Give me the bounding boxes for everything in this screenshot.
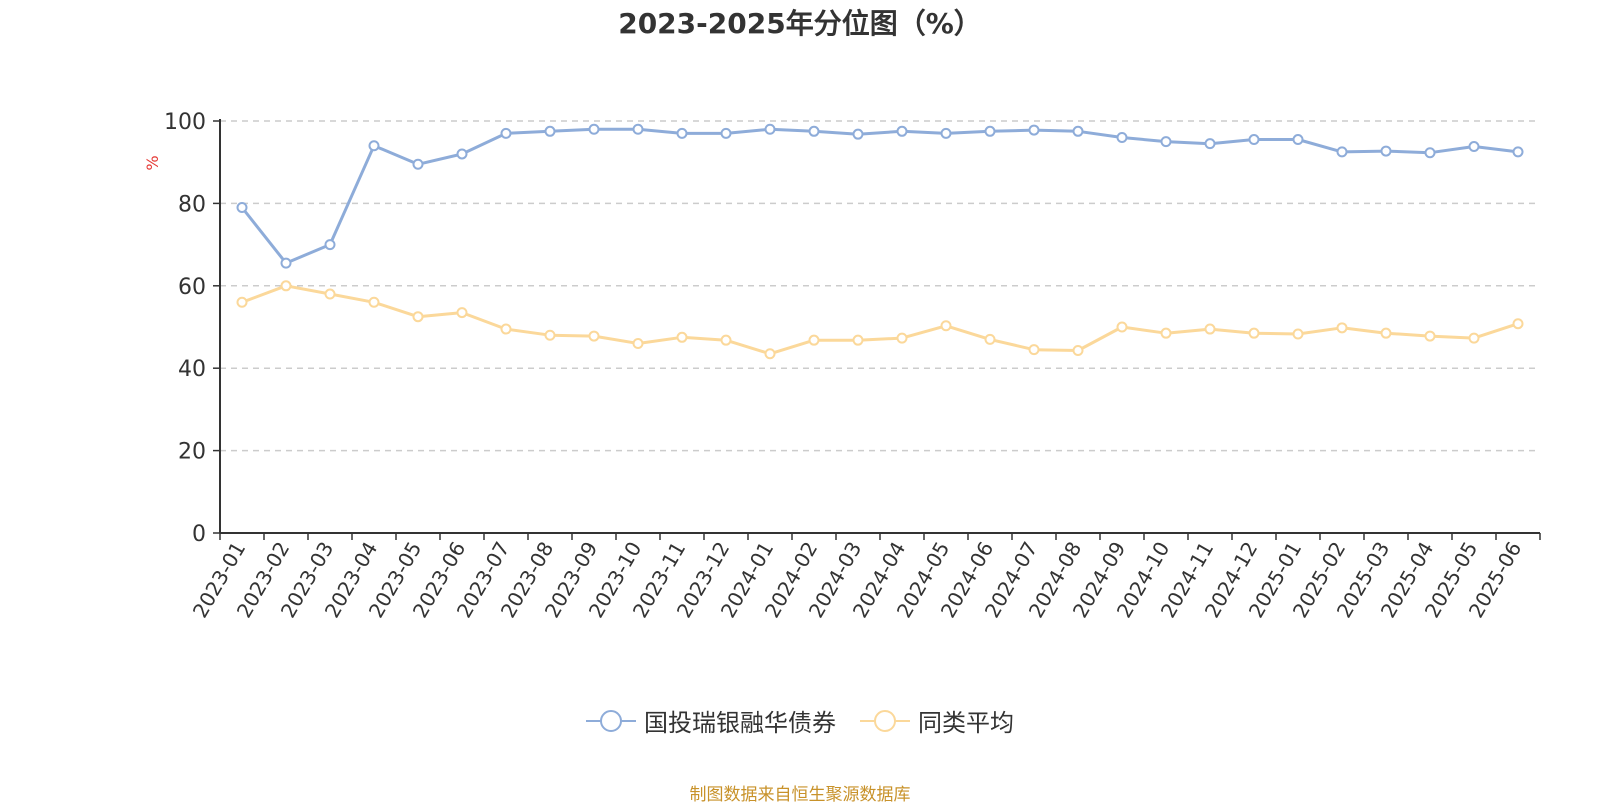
data-point-0 [236,202,248,214]
data-point-0 [676,127,688,139]
data-point-0 [720,127,732,139]
x-axis-ticks: 2023-012023-022023-032023-042023-052023-… [188,533,1541,622]
data-point-1 [852,334,864,346]
y-tick-label: 40 [178,357,206,382]
data-point-0 [1160,136,1172,148]
data-point-0 [1424,147,1436,159]
y-tick-label: 100 [164,110,206,135]
legend-line-marker-icon [860,709,910,732]
data-point-1 [456,307,468,319]
data-point-1 [1072,344,1084,356]
y-axis-ticks: 0 20 40 60 80 100 [164,110,220,547]
data-point-0 [1204,138,1216,150]
data-point-1 [1028,344,1040,356]
data-point-0 [1292,134,1304,146]
y-tick-label: 0 [192,522,206,547]
series-lines [236,123,1524,360]
data-point-1 [1512,318,1524,330]
y-tick-label: 20 [178,440,206,465]
data-point-0 [1512,146,1524,158]
data-point-0 [1248,134,1260,146]
legend-line-marker-icon [586,709,636,732]
legend-label-peer-average: 同类平均 [918,709,1014,737]
data-point-0 [368,140,380,152]
data-point-1 [632,337,644,349]
legend-item-peer-average[interactable]: 同类平均 [860,703,1014,738]
data-point-0 [1380,145,1392,157]
data-point-1 [720,334,732,346]
data-point-0 [1116,131,1128,143]
data-point-1 [984,333,996,345]
data-point-0 [1336,146,1348,158]
data-point-1 [1380,327,1392,339]
data-point-0 [984,125,996,137]
series-line-1 [241,284,1519,356]
legend: 国投瑞银融华债券 同类平均 [0,703,1600,738]
legend-label-fund: 国投瑞银融华债券 [644,709,836,737]
data-point-1 [1292,328,1304,340]
data-point-1 [1248,327,1260,339]
data-source-note: 制图数据来自恒生聚源数据库 [689,785,911,805]
data-point-0 [456,148,468,160]
gridlines [220,120,1540,452]
data-point-0 [1028,124,1040,136]
data-point-0 [896,125,908,137]
data-point-0 [412,158,424,170]
data-point-1 [412,311,424,323]
data-point-0 [940,127,952,139]
data-point-0 [500,127,512,139]
data-point-0 [544,125,556,137]
data-point-0 [764,123,776,135]
data-point-1 [676,331,688,343]
series-line-0 [240,127,1519,265]
data-point-0 [588,123,600,135]
y-tick-label: 80 [178,192,206,217]
data-point-1 [896,332,908,344]
data-point-0 [280,257,292,269]
data-point-0 [808,125,820,137]
legend-item-fund[interactable]: 国投瑞银融华债券 [586,703,836,738]
line-chart: 0 20 40 60 80 100 2023-012023-022023-032023-0… [143,110,1541,622]
data-point-1 [280,280,292,292]
data-point-1 [808,334,820,346]
data-point-0 [1468,141,1480,153]
y-tick-label: 60 [178,275,206,300]
data-point-1 [1204,323,1216,335]
chart-title: 2023-2025年分位图（%） [618,7,982,40]
data-point-0 [852,128,864,140]
data-point-1 [1160,327,1172,339]
data-point-1 [1424,330,1436,342]
data-point-1 [368,296,380,308]
data-point-1 [588,330,600,342]
data-point-1 [764,348,776,360]
data-point-0 [1072,125,1084,137]
data-point-1 [1116,321,1128,333]
data-point-1 [324,288,336,300]
data-point-0 [632,123,644,135]
data-point-1 [1468,332,1480,344]
data-point-1 [940,320,952,332]
data-point-1 [1336,322,1348,334]
data-point-1 [236,296,248,308]
y-axis-unit: % [143,155,162,170]
data-point-0 [324,239,336,251]
data-point-1 [544,329,556,341]
data-point-1 [500,323,512,335]
